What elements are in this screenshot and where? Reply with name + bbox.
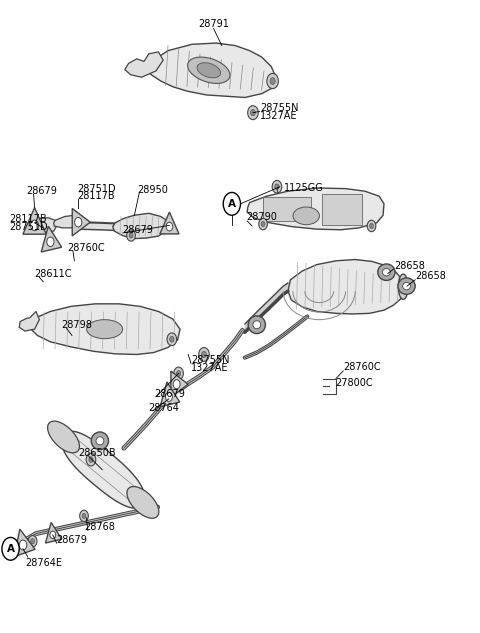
Text: 28658: 28658 xyxy=(395,261,425,271)
Circle shape xyxy=(31,539,35,544)
Polygon shape xyxy=(46,522,62,543)
Polygon shape xyxy=(14,529,35,556)
Text: 28679: 28679 xyxy=(155,389,185,399)
Polygon shape xyxy=(146,43,276,97)
Circle shape xyxy=(223,192,240,215)
Ellipse shape xyxy=(248,316,265,334)
Bar xyxy=(263,197,311,221)
Circle shape xyxy=(166,392,172,401)
Text: 28764E: 28764E xyxy=(25,558,62,568)
Text: 1125GG: 1125GG xyxy=(284,183,324,193)
Circle shape xyxy=(80,510,88,522)
Polygon shape xyxy=(23,208,46,234)
Text: 27800C: 27800C xyxy=(335,378,372,388)
Circle shape xyxy=(174,367,183,380)
Circle shape xyxy=(75,218,82,227)
Text: 28760C: 28760C xyxy=(343,362,381,372)
Text: 28679: 28679 xyxy=(26,186,57,196)
Circle shape xyxy=(173,380,180,389)
Circle shape xyxy=(251,110,255,116)
Ellipse shape xyxy=(96,437,104,445)
Ellipse shape xyxy=(86,320,123,339)
Polygon shape xyxy=(29,218,57,232)
Text: 28611C: 28611C xyxy=(35,269,72,279)
Text: 28790: 28790 xyxy=(246,212,277,222)
Polygon shape xyxy=(247,188,384,230)
Circle shape xyxy=(199,348,209,361)
Polygon shape xyxy=(125,52,163,77)
Text: 28755N: 28755N xyxy=(260,103,299,113)
Circle shape xyxy=(47,237,54,246)
Circle shape xyxy=(177,371,181,376)
Circle shape xyxy=(370,223,373,229)
Text: 28751D: 28751D xyxy=(77,184,115,194)
Circle shape xyxy=(275,184,279,190)
Ellipse shape xyxy=(253,321,261,329)
Text: 28760C: 28760C xyxy=(67,243,105,253)
Polygon shape xyxy=(72,208,90,236)
Text: 28768: 28768 xyxy=(84,522,115,532)
Circle shape xyxy=(248,106,258,120)
Circle shape xyxy=(19,540,27,550)
Polygon shape xyxy=(54,215,82,228)
Circle shape xyxy=(86,453,96,466)
Text: 28117B: 28117B xyxy=(77,191,114,201)
Circle shape xyxy=(89,457,93,463)
Text: 28791: 28791 xyxy=(198,19,229,29)
Polygon shape xyxy=(160,212,179,234)
Circle shape xyxy=(267,73,278,89)
Polygon shape xyxy=(160,382,180,406)
Ellipse shape xyxy=(197,63,221,78)
Text: A: A xyxy=(228,199,236,209)
Circle shape xyxy=(31,220,38,230)
Text: 28764: 28764 xyxy=(148,403,179,413)
Ellipse shape xyxy=(91,432,108,449)
Text: 28950: 28950 xyxy=(137,185,168,195)
Polygon shape xyxy=(288,260,403,314)
Text: 1327AE: 1327AE xyxy=(191,363,228,373)
Text: 1327AE: 1327AE xyxy=(260,111,298,121)
Circle shape xyxy=(259,218,267,230)
Circle shape xyxy=(129,233,133,238)
Ellipse shape xyxy=(403,282,410,290)
Ellipse shape xyxy=(398,278,415,294)
Circle shape xyxy=(82,513,86,518)
Circle shape xyxy=(261,222,265,227)
Text: A: A xyxy=(7,544,14,554)
Circle shape xyxy=(28,536,37,547)
Text: 28658: 28658 xyxy=(415,271,446,281)
Polygon shape xyxy=(19,311,39,331)
Bar xyxy=(322,194,362,225)
Text: 28751D: 28751D xyxy=(10,222,48,232)
Ellipse shape xyxy=(188,57,230,84)
Text: 28679: 28679 xyxy=(57,535,87,545)
Ellipse shape xyxy=(383,268,390,276)
Circle shape xyxy=(270,78,275,84)
Circle shape xyxy=(166,222,173,231)
Text: 28650B: 28650B xyxy=(78,448,115,458)
Circle shape xyxy=(170,336,174,342)
Ellipse shape xyxy=(378,264,395,280)
Ellipse shape xyxy=(398,274,408,299)
Polygon shape xyxy=(41,226,61,252)
Polygon shape xyxy=(171,371,188,398)
Ellipse shape xyxy=(127,487,159,518)
Circle shape xyxy=(167,333,177,346)
Polygon shape xyxy=(30,304,180,354)
Polygon shape xyxy=(62,431,144,508)
Ellipse shape xyxy=(293,207,320,225)
Circle shape xyxy=(50,531,56,539)
Circle shape xyxy=(272,180,282,193)
Circle shape xyxy=(127,230,135,241)
Circle shape xyxy=(367,220,376,232)
Ellipse shape xyxy=(48,421,80,453)
Text: 28679: 28679 xyxy=(122,225,153,235)
Text: 28798: 28798 xyxy=(61,320,92,330)
Text: 28117B: 28117B xyxy=(10,214,47,224)
Circle shape xyxy=(2,537,19,560)
Text: 28755N: 28755N xyxy=(191,354,229,365)
Circle shape xyxy=(202,351,206,358)
Polygon shape xyxy=(113,213,168,239)
